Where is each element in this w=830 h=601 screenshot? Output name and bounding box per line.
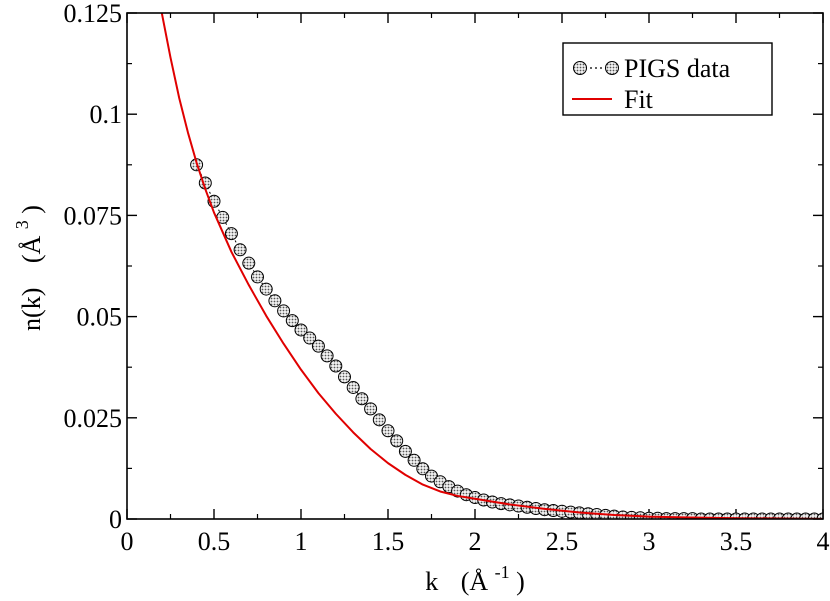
pigs-data-point	[294, 323, 308, 337]
y-axis-title-unit-sup: 3	[12, 220, 32, 229]
x-tick-label: 2	[469, 527, 482, 556]
legend-pigs-marker-right	[605, 61, 619, 75]
y-axis-title-main: n(k)	[17, 288, 46, 331]
plot-frame	[126, 12, 824, 520]
pigs-data-point	[329, 359, 343, 373]
x-tick-label: 0.5	[198, 527, 231, 556]
series-fit	[160, 13, 823, 519]
y-axis-title-unit-open: (Å	[17, 235, 46, 263]
y-tick-label: 0.125	[64, 0, 123, 28]
pigs-data-point	[268, 294, 282, 308]
x-tick-label: 2.5	[546, 527, 579, 556]
pigs-data-point	[355, 392, 369, 406]
pigs-data-point	[277, 304, 291, 318]
pigs-data-point	[311, 339, 325, 353]
pigs-data-point	[338, 370, 351, 384]
y-tick-label: 0.075	[64, 201, 123, 230]
x-axis-title-main: k	[425, 567, 438, 596]
x-tick-label: 3.5	[720, 527, 753, 556]
x-tick-label: 1	[295, 527, 308, 556]
pigs-data-point	[251, 270, 264, 284]
fit-curve	[160, 13, 823, 519]
legend-pigs-marker-left	[573, 61, 587, 75]
x-tick-label: 3	[643, 527, 656, 556]
y-tick-label: 0.025	[64, 404, 123, 433]
x-axis-title-unit-open: (Å	[461, 567, 489, 596]
pigs-data-point	[390, 434, 404, 448]
pigs-data-point	[407, 453, 421, 467]
y-tick-label: 0	[109, 505, 122, 534]
x-axis-title-unit-close: )	[516, 567, 525, 596]
pigs-data-point	[398, 444, 412, 458]
pigs-data-point	[233, 243, 247, 257]
y-tick-label: 0.1	[90, 100, 123, 129]
series-pigs-data	[190, 158, 823, 519]
pigs-data-point	[303, 331, 317, 345]
x-axis-title: k (Å -1 )	[425, 555, 525, 596]
x-tick-label: 0	[121, 527, 134, 556]
y-axis-title-unit-close: )	[17, 205, 46, 214]
pigs-data-point	[372, 413, 386, 427]
pigs-data-point	[242, 256, 256, 270]
x-tick-label: 1.5	[372, 527, 405, 556]
x-axis-title-unit-sup: -1	[495, 562, 510, 582]
y-axis-title: n(k) (Å 3 )	[5, 205, 46, 331]
pigs-data-point	[285, 314, 299, 328]
legend-box	[562, 42, 773, 116]
y-tick-label: 0.05	[77, 303, 123, 332]
legend-pigs-label: PIGS data	[624, 54, 731, 83]
axis-tick-labels: 0 0.5 1 1.5 2 2.5 3 3.5 4 0 0.025 0.05 0.075 0.1 0.125	[64, 0, 830, 556]
pigs-data-point	[416, 462, 430, 476]
legend: PIGS data Fit	[562, 42, 773, 116]
x-tick-label: 4	[817, 527, 830, 556]
pigs-data-point	[364, 402, 378, 416]
pigs-data-point	[224, 227, 238, 241]
pigs-data-point	[320, 349, 334, 363]
pigs-data-point	[381, 424, 395, 438]
pigs-data-point	[259, 282, 273, 296]
pigs-data-point	[816, 512, 823, 519]
legend-fit-label: Fit	[624, 85, 654, 114]
pigs-connector	[196, 164, 823, 519]
pigs-data-point	[346, 380, 360, 394]
